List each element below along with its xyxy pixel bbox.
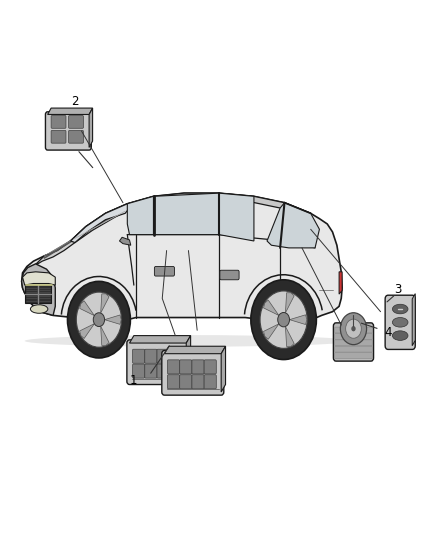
FancyBboxPatch shape [167, 360, 180, 374]
FancyBboxPatch shape [385, 295, 415, 350]
Polygon shape [290, 315, 307, 325]
FancyBboxPatch shape [220, 270, 239, 280]
Circle shape [278, 312, 290, 327]
FancyBboxPatch shape [180, 375, 192, 389]
Polygon shape [80, 301, 94, 316]
Circle shape [251, 280, 316, 360]
Circle shape [346, 319, 361, 338]
Polygon shape [120, 237, 131, 245]
Polygon shape [127, 193, 311, 217]
FancyBboxPatch shape [133, 364, 145, 378]
Polygon shape [89, 108, 92, 148]
FancyBboxPatch shape [335, 327, 372, 333]
Text: 3: 3 [394, 284, 402, 296]
Polygon shape [264, 300, 279, 316]
Polygon shape [105, 315, 121, 324]
FancyBboxPatch shape [145, 364, 157, 378]
FancyBboxPatch shape [157, 349, 169, 364]
Circle shape [340, 313, 367, 345]
FancyBboxPatch shape [169, 349, 181, 364]
FancyBboxPatch shape [204, 360, 216, 374]
Ellipse shape [25, 335, 352, 347]
Polygon shape [25, 285, 51, 303]
FancyBboxPatch shape [180, 360, 192, 374]
FancyBboxPatch shape [169, 364, 181, 378]
Polygon shape [164, 346, 226, 354]
Ellipse shape [392, 331, 408, 341]
FancyBboxPatch shape [69, 131, 83, 143]
FancyBboxPatch shape [162, 351, 224, 395]
Polygon shape [33, 204, 132, 266]
Polygon shape [267, 203, 319, 248]
Text: 4: 4 [385, 326, 392, 340]
Polygon shape [264, 324, 279, 340]
Polygon shape [71, 204, 130, 243]
FancyBboxPatch shape [51, 131, 66, 143]
FancyBboxPatch shape [192, 360, 204, 374]
Polygon shape [101, 326, 109, 345]
FancyBboxPatch shape [167, 375, 180, 389]
Polygon shape [339, 272, 342, 294]
FancyBboxPatch shape [335, 346, 372, 352]
FancyBboxPatch shape [335, 334, 372, 340]
Polygon shape [219, 193, 254, 241]
FancyBboxPatch shape [51, 116, 66, 128]
Polygon shape [221, 346, 226, 392]
Text: 1: 1 [130, 374, 138, 387]
FancyBboxPatch shape [145, 349, 157, 364]
Circle shape [76, 292, 122, 347]
Polygon shape [412, 294, 415, 346]
Polygon shape [48, 108, 92, 115]
Text: 2: 2 [71, 95, 79, 108]
Ellipse shape [392, 304, 408, 314]
FancyBboxPatch shape [154, 266, 174, 276]
Circle shape [260, 291, 307, 349]
Circle shape [67, 281, 131, 358]
FancyBboxPatch shape [333, 323, 374, 361]
Ellipse shape [30, 305, 48, 313]
Polygon shape [153, 193, 219, 235]
Polygon shape [101, 294, 109, 313]
FancyBboxPatch shape [46, 112, 91, 150]
FancyBboxPatch shape [335, 340, 372, 346]
Polygon shape [22, 272, 55, 285]
Polygon shape [186, 336, 191, 381]
FancyBboxPatch shape [127, 340, 189, 384]
Polygon shape [80, 324, 94, 338]
FancyBboxPatch shape [133, 349, 145, 364]
FancyBboxPatch shape [69, 116, 83, 128]
Polygon shape [127, 196, 153, 235]
Polygon shape [286, 293, 294, 313]
FancyBboxPatch shape [192, 375, 204, 389]
FancyBboxPatch shape [157, 364, 169, 378]
Ellipse shape [392, 318, 408, 327]
FancyBboxPatch shape [204, 375, 216, 389]
Circle shape [93, 313, 105, 327]
FancyBboxPatch shape [335, 353, 372, 359]
Polygon shape [21, 193, 342, 323]
Polygon shape [130, 336, 191, 343]
Polygon shape [21, 264, 55, 316]
Polygon shape [286, 327, 294, 346]
Circle shape [351, 326, 356, 332]
